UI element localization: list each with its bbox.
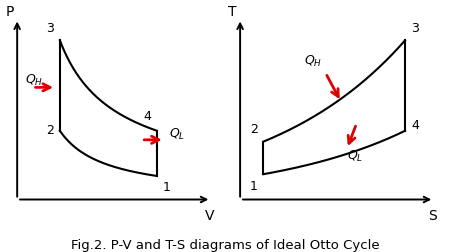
Text: 2: 2 bbox=[250, 123, 257, 136]
Text: 4: 4 bbox=[143, 110, 151, 123]
Text: 3: 3 bbox=[46, 22, 54, 35]
Text: 3: 3 bbox=[411, 22, 419, 35]
Text: Fig.2. P-V and T-S diagrams of Ideal Otto Cycle: Fig.2. P-V and T-S diagrams of Ideal Ott… bbox=[71, 239, 379, 252]
Text: 1: 1 bbox=[163, 181, 171, 195]
Text: T: T bbox=[228, 5, 237, 19]
Text: $Q_L$: $Q_L$ bbox=[347, 149, 363, 164]
Text: V: V bbox=[205, 209, 214, 223]
Text: 2: 2 bbox=[46, 124, 54, 137]
Text: 4: 4 bbox=[411, 119, 419, 132]
Text: S: S bbox=[428, 209, 436, 223]
Text: P: P bbox=[5, 5, 14, 19]
Text: $Q_H$: $Q_H$ bbox=[25, 73, 43, 88]
Text: $Q_L$: $Q_L$ bbox=[169, 127, 185, 142]
Text: 1: 1 bbox=[250, 180, 257, 193]
Text: $Q_H$: $Q_H$ bbox=[304, 54, 322, 69]
